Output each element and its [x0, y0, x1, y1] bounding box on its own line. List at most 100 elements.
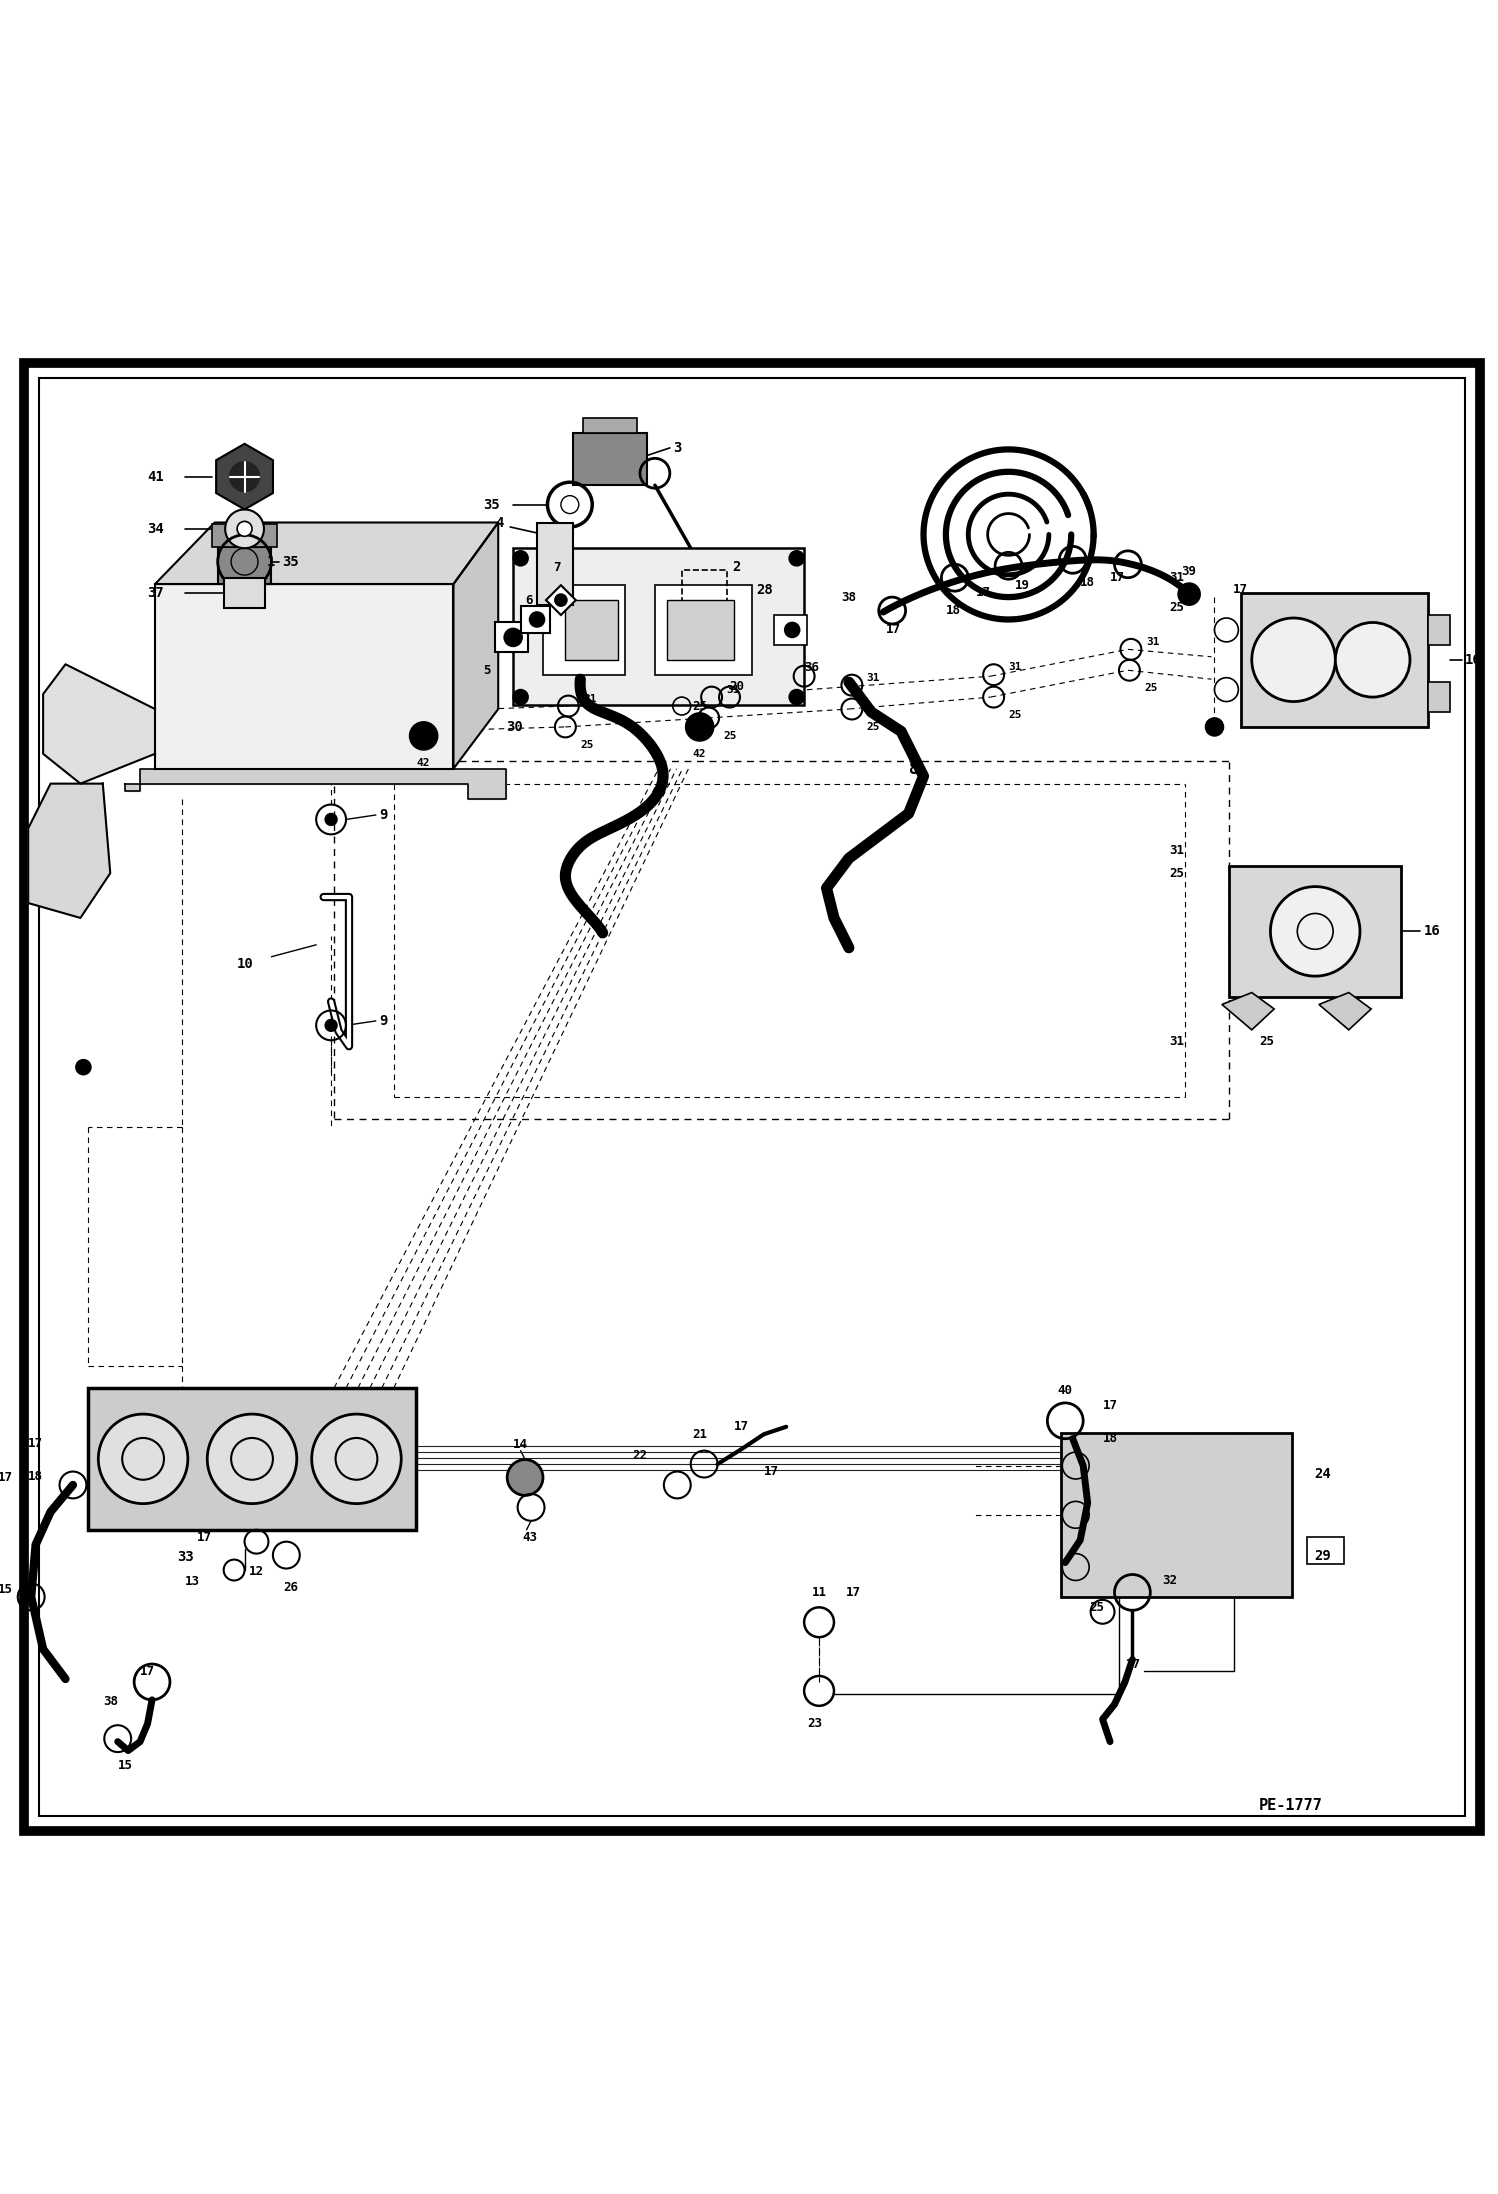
Text: 9: 9: [379, 1014, 386, 1029]
FancyBboxPatch shape: [223, 577, 265, 608]
Text: 25: 25: [1260, 1036, 1275, 1049]
Polygon shape: [43, 665, 154, 783]
Text: 17: 17: [1233, 584, 1248, 597]
FancyBboxPatch shape: [496, 623, 529, 652]
Text: 18: 18: [1103, 1433, 1118, 1446]
Text: 17: 17: [141, 1665, 156, 1678]
Text: 17: 17: [846, 1586, 861, 1599]
Text: 25: 25: [724, 731, 737, 742]
Polygon shape: [1222, 992, 1275, 1029]
Text: 31: 31: [583, 693, 596, 704]
Text: 5: 5: [484, 665, 491, 676]
Circle shape: [410, 722, 437, 750]
Circle shape: [1206, 717, 1224, 735]
Text: 25: 25: [1170, 867, 1185, 880]
FancyBboxPatch shape: [1061, 1433, 1293, 1597]
Circle shape: [514, 689, 529, 704]
FancyBboxPatch shape: [1306, 1538, 1344, 1564]
Text: 33: 33: [177, 1549, 195, 1564]
Text: 26: 26: [283, 1582, 298, 1595]
Circle shape: [1335, 623, 1410, 698]
Circle shape: [789, 689, 804, 704]
Text: 18: 18: [28, 1470, 43, 1483]
Text: 43: 43: [523, 1531, 538, 1545]
Text: 16: 16: [1465, 654, 1482, 667]
FancyBboxPatch shape: [211, 524, 277, 546]
Circle shape: [1270, 886, 1360, 976]
Text: 17: 17: [734, 1420, 749, 1433]
Text: 15: 15: [118, 1760, 133, 1773]
FancyBboxPatch shape: [565, 601, 617, 660]
Text: 16: 16: [1423, 924, 1440, 939]
Text: 21: 21: [692, 1428, 707, 1441]
FancyBboxPatch shape: [1242, 592, 1428, 726]
Text: 39: 39: [1182, 566, 1197, 579]
Text: 34: 34: [148, 522, 165, 535]
Circle shape: [508, 1459, 542, 1496]
FancyBboxPatch shape: [536, 522, 572, 606]
Text: 29: 29: [1314, 1549, 1332, 1562]
FancyBboxPatch shape: [514, 548, 804, 704]
Text: 30: 30: [506, 720, 523, 735]
Circle shape: [76, 1060, 91, 1075]
Circle shape: [237, 522, 252, 535]
Text: 17: 17: [1103, 1400, 1118, 1413]
Text: 12: 12: [249, 1564, 264, 1577]
FancyBboxPatch shape: [542, 586, 625, 676]
Text: 25: 25: [1170, 601, 1185, 614]
Text: 31: 31: [1146, 636, 1159, 647]
Text: 38: 38: [842, 590, 857, 603]
FancyBboxPatch shape: [572, 432, 647, 485]
Text: 18: 18: [1080, 575, 1095, 588]
Text: 35: 35: [282, 555, 298, 568]
FancyBboxPatch shape: [774, 614, 807, 645]
Text: 27: 27: [1125, 1656, 1140, 1670]
FancyBboxPatch shape: [521, 606, 550, 632]
Text: 1: 1: [267, 555, 276, 568]
Text: 15: 15: [0, 1582, 13, 1595]
Text: 17: 17: [196, 1531, 211, 1545]
Polygon shape: [154, 584, 454, 768]
Text: 28: 28: [756, 584, 773, 597]
Circle shape: [1179, 584, 1200, 606]
Text: 42: 42: [416, 757, 430, 768]
FancyBboxPatch shape: [24, 362, 1480, 1832]
Text: 23: 23: [807, 1718, 822, 1731]
FancyBboxPatch shape: [1230, 867, 1401, 996]
Text: 17: 17: [28, 1437, 43, 1450]
Text: 25: 25: [1089, 1602, 1104, 1615]
FancyBboxPatch shape: [217, 546, 271, 584]
FancyBboxPatch shape: [583, 419, 637, 432]
FancyBboxPatch shape: [655, 586, 752, 676]
Text: 19: 19: [1014, 579, 1029, 592]
Circle shape: [514, 551, 529, 566]
Text: 2: 2: [733, 559, 742, 575]
Circle shape: [530, 612, 544, 627]
Text: PE-1777: PE-1777: [1260, 1799, 1323, 1812]
Text: 25: 25: [867, 722, 881, 733]
FancyBboxPatch shape: [88, 1389, 416, 1529]
Circle shape: [225, 509, 264, 548]
Text: 4: 4: [496, 516, 503, 529]
Circle shape: [229, 461, 259, 491]
Text: 25: 25: [1144, 682, 1158, 693]
Text: 18: 18: [945, 603, 960, 617]
Text: 25: 25: [1008, 711, 1022, 720]
Circle shape: [325, 1020, 337, 1031]
Text: 31: 31: [1008, 663, 1022, 671]
Text: 7: 7: [553, 562, 560, 575]
Circle shape: [686, 713, 713, 739]
Text: 17: 17: [0, 1470, 13, 1483]
Text: 25: 25: [692, 700, 707, 713]
Text: 42: 42: [692, 748, 706, 759]
Circle shape: [1252, 619, 1335, 702]
FancyBboxPatch shape: [1428, 682, 1450, 713]
Text: 31: 31: [867, 674, 881, 682]
Polygon shape: [1318, 992, 1371, 1029]
Circle shape: [99, 1415, 187, 1503]
Polygon shape: [126, 768, 506, 799]
Text: 17: 17: [975, 586, 990, 599]
Text: 6: 6: [526, 595, 533, 606]
Text: 38: 38: [103, 1694, 118, 1707]
Text: 31: 31: [1170, 1036, 1185, 1049]
